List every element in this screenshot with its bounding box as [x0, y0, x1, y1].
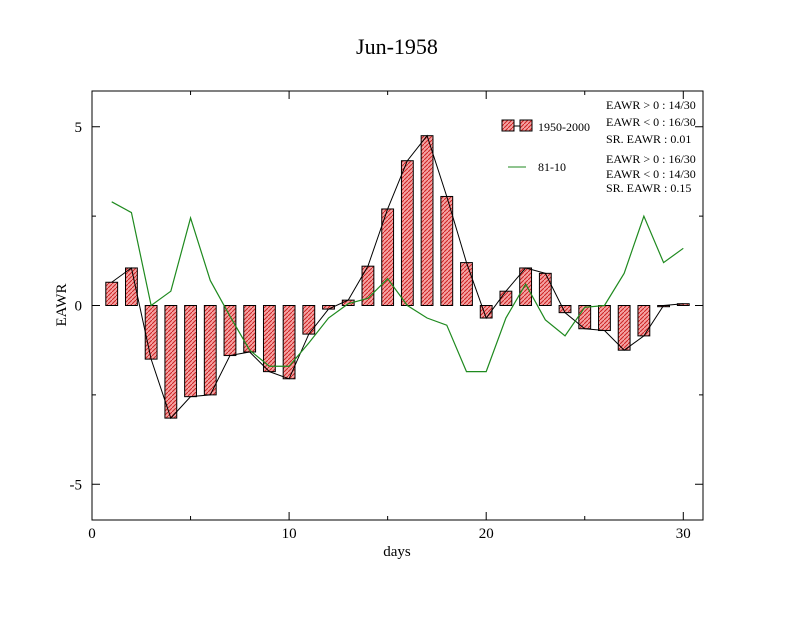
bar-day-16: [400, 160, 414, 306]
bar-day-26: [598, 305, 611, 332]
series-lines: [111, 134, 684, 420]
x-tick-label: 10: [282, 526, 297, 542]
y-tick-label: 5: [75, 120, 83, 136]
bars-1950-2000: [105, 135, 690, 419]
bar-day-6: [203, 305, 217, 396]
bar-day-7: [223, 305, 237, 357]
stat-line: EAWR > 0 : 14/30: [606, 98, 696, 112]
y-tick-label: 0: [75, 299, 83, 315]
bar-day-23: [538, 272, 552, 307]
bar-day-18: [440, 195, 454, 306]
legend-item-1950-2000: 1950-2000: [501, 119, 590, 134]
line-1950-2000: [111, 134, 684, 420]
stats-81-10: EAWR > 0 : 16/30 EAWR < 0 : 14/30 SR. EA…: [606, 152, 696, 195]
bar-day-5: [184, 305, 197, 398]
bar-day-8: [243, 305, 257, 353]
bar-day-27: [617, 305, 631, 351]
legend-swatch-bar-right: [519, 119, 533, 132]
bar-day-9: [262, 305, 276, 373]
bar-day-3: [144, 305, 158, 360]
x-axis-title: days: [383, 544, 411, 560]
axis-ticks: 0 10 20 30 -5 0 5: [70, 91, 703, 542]
legend: 1950-2000 81-10: [501, 119, 590, 174]
bar-day-17: [420, 135, 434, 306]
bar-day-11: [302, 305, 316, 335]
y-axis-title: EAWR: [54, 284, 70, 327]
stat-line: EAWR < 0 : 16/30: [606, 115, 696, 129]
bar-day-15: [381, 208, 395, 307]
bar-day-1: [105, 281, 119, 307]
bar-day-28: [637, 305, 651, 337]
stats-1950-2000: EAWR > 0 : 14/30 EAWR < 0 : 16/30 SR. EA…: [606, 98, 696, 146]
line-81-10: [111, 201, 684, 373]
x-tick-label: 30: [676, 526, 691, 542]
x-tick-label: 20: [479, 526, 494, 542]
legend-label-81-10: 81-10: [538, 160, 566, 174]
chart-title: Jun-1958: [356, 34, 438, 59]
legend-swatch-bar-left: [501, 119, 515, 132]
legend-item-81-10: 81-10: [508, 160, 566, 174]
stat-line: EAWR < 0 : 14/30: [606, 167, 696, 181]
bar-day-4: [164, 305, 178, 419]
stat-line: EAWR > 0 : 16/30: [606, 152, 696, 166]
bar-day-10: [282, 305, 296, 380]
stat-line: SR. EAWR : 0.15: [606, 181, 691, 195]
y-tick-label: -5: [70, 477, 83, 493]
bar-day-21: [499, 290, 513, 307]
x-tick-label: 0: [88, 526, 96, 542]
legend-label-1950-2000: 1950-2000: [538, 120, 590, 134]
stat-line: SR. EAWR : 0.01: [606, 132, 691, 146]
bar-day-19: [460, 262, 473, 307]
